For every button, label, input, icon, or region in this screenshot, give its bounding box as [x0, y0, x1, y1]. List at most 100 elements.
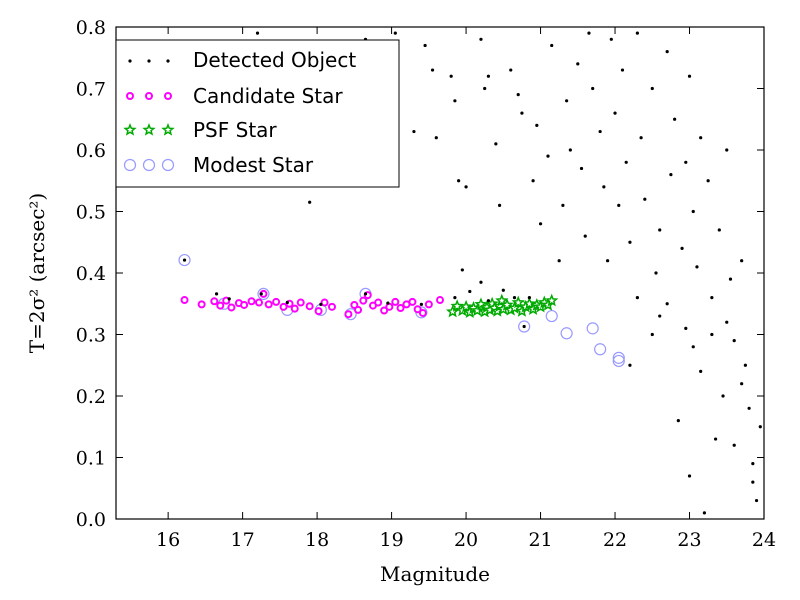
legend: Detected Object Candidate Star PSF Star … — [115, 39, 400, 188]
point-detected-object — [430, 68, 435, 72]
legend-marker-psf-star — [161, 122, 175, 136]
point-candidate-star — [216, 301, 225, 310]
point-modest-star — [612, 354, 625, 368]
point-detected-object — [512, 296, 517, 300]
point-detected-object — [468, 289, 472, 294]
marks-layer — [178, 31, 762, 515]
point-detected-object — [609, 37, 613, 41]
point-detected-object — [673, 117, 677, 121]
point-detected-object — [635, 296, 639, 300]
point-candidate-star — [197, 300, 206, 309]
point-candidate-star — [227, 303, 236, 312]
point-detected-object — [538, 222, 543, 226]
x-tick-label: 23 — [677, 529, 701, 551]
legend-label-candidate-star: Candidate Star — [193, 84, 343, 108]
point-detected-object — [285, 300, 289, 305]
legend-label-modest-star: Modest Star — [193, 153, 314, 177]
point-detected-object — [522, 324, 526, 329]
point-detected-object — [635, 31, 639, 35]
point-detected-object — [486, 299, 491, 303]
point-psf-star — [459, 299, 473, 313]
point-detected-object — [449, 74, 453, 78]
point-detected-object — [669, 173, 673, 177]
series-detected-object — [182, 31, 762, 515]
point-detected-object — [620, 68, 625, 72]
legend-label-detected-object: Detected Object — [193, 48, 356, 72]
point-detected-object — [654, 271, 658, 275]
point-detected-object — [751, 462, 755, 466]
point-detected-object — [710, 332, 714, 337]
point-candidate-star — [264, 300, 273, 309]
point-psf-star — [445, 304, 460, 318]
point-psf-star — [522, 296, 537, 310]
point-modest-star — [257, 287, 270, 301]
point-psf-star — [511, 295, 525, 309]
point-detected-object — [702, 511, 707, 515]
y-tick-label: 0.6 — [76, 140, 106, 162]
legend-marker-modest-star — [142, 158, 156, 172]
x-tick-label: 20 — [454, 529, 478, 551]
point-detected-object — [710, 296, 714, 300]
point-detected-object — [598, 129, 602, 134]
point-detected-object — [728, 277, 733, 281]
point-detected-object — [453, 99, 457, 103]
point-detected-object — [628, 363, 632, 367]
point-candidate-star — [408, 297, 417, 306]
point-detected-object — [579, 166, 584, 171]
y-tick-label: 0.7 — [76, 79, 106, 101]
point-candidate-star — [418, 308, 427, 317]
point-candidate-star — [396, 304, 405, 313]
point-detected-object — [182, 258, 187, 262]
point-modest-star — [586, 322, 599, 335]
series-modest-star — [178, 253, 625, 368]
y-tick-label: 0.1 — [76, 448, 106, 470]
legend-label-psf-star: PSF Star — [193, 118, 277, 142]
point-detected-object — [412, 129, 416, 134]
point-candidate-star — [374, 298, 383, 307]
point-detected-object — [509, 68, 513, 72]
point-detected-object — [687, 474, 692, 478]
point-candidate-star — [296, 298, 305, 307]
point-detected-object — [546, 154, 550, 158]
point-detected-object — [665, 302, 669, 306]
point-detected-object — [393, 31, 397, 35]
point-detected-object — [747, 406, 751, 410]
point-candidate-star — [255, 298, 264, 307]
point-modest-star — [594, 343, 607, 356]
point-detected-object — [531, 179, 535, 183]
point-detected-object — [613, 111, 617, 115]
point-detected-object — [740, 259, 744, 263]
point-detected-object — [602, 185, 606, 189]
y-tick-label: 0.5 — [76, 202, 106, 224]
point-candidate-star — [240, 300, 249, 309]
x-axis-label: Magnitude — [380, 562, 490, 586]
legend-marker-detected-object — [128, 59, 132, 63]
point-candidate-star — [380, 306, 389, 315]
x-tick-label: 22 — [603, 529, 627, 551]
point-detected-object — [259, 292, 263, 296]
y-tick-label: 0.2 — [76, 386, 106, 408]
point-detected-object — [628, 240, 632, 244]
legend-markers — [123, 59, 175, 172]
point-detected-object — [227, 297, 231, 301]
point-detected-object — [568, 148, 572, 152]
point-detected-object — [684, 160, 688, 164]
legend-marker-detected-object — [166, 59, 170, 63]
point-candidate-star — [436, 296, 444, 305]
point-modest-star — [518, 320, 531, 333]
point-detected-object — [453, 296, 457, 300]
point-candidate-star — [344, 310, 353, 319]
x-tick-label: 21 — [528, 529, 552, 551]
point-candidate-star — [305, 302, 314, 311]
point-candidate-star — [350, 300, 359, 309]
legend-marker-psf-star — [142, 122, 156, 136]
point-detected-object — [386, 301, 390, 305]
point-candidate-star — [279, 302, 288, 311]
x-tick-label: 19 — [379, 529, 403, 551]
point-candidate-star — [320, 298, 329, 307]
y-tick-label: 0.4 — [76, 263, 106, 285]
point-detected-object — [460, 268, 464, 272]
point-detected-object — [665, 50, 669, 54]
point-detected-object — [732, 443, 736, 447]
